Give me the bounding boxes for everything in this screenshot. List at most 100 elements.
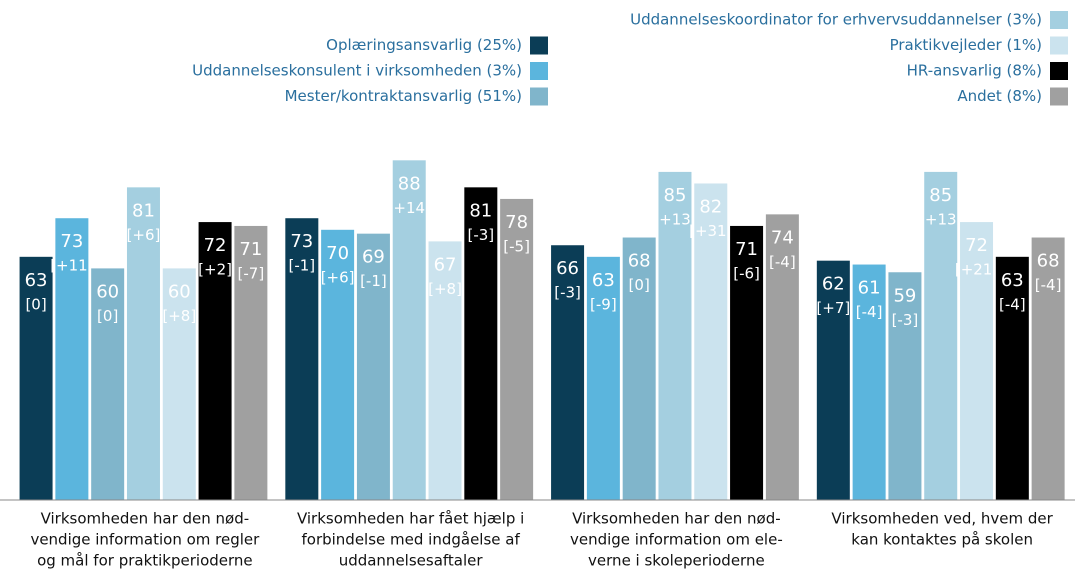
change-label: [-3] (892, 311, 919, 329)
change-label: [-3] (467, 226, 494, 244)
bar (658, 171, 692, 500)
legend-label: Uddannelseskonsulent i virksomheden (3%) (192, 62, 522, 80)
legend-label: HR-ansvarlig (8%) (907, 62, 1042, 80)
bar (91, 268, 125, 500)
change-label: [-7] (238, 264, 265, 282)
value-label: 82 (699, 196, 722, 217)
value-label: 73 (60, 231, 83, 252)
bar (464, 187, 498, 500)
value-label: 73 (290, 231, 313, 252)
change-label: [-3] (554, 284, 581, 302)
bar (816, 260, 850, 500)
change-label: [+8] (162, 307, 196, 325)
legend-label: Uddannelseskoordinator for erhvervsuddan… (630, 11, 1042, 29)
x-tick-label: kan kontaktes på skolen (851, 531, 1033, 549)
bar (19, 256, 53, 500)
change-label: [+13] (653, 210, 696, 228)
value-label: 74 (771, 227, 794, 248)
value-label: 85 (664, 185, 687, 206)
value-label: 59 (893, 285, 916, 306)
value-label: 62 (822, 274, 845, 295)
value-label: 60 (96, 281, 119, 302)
value-label: 63 (25, 270, 48, 291)
change-label: [+2] (198, 261, 232, 279)
change-label: [-1] (360, 272, 387, 290)
change-label: [0] (629, 276, 650, 294)
value-label: 66 (556, 258, 579, 279)
bar (234, 225, 268, 500)
change-label: [+6] (127, 226, 161, 244)
value-label: 81 (469, 200, 492, 221)
bar (1031, 237, 1065, 500)
change-label: [+8] (428, 280, 462, 298)
value-label: 60 (168, 281, 191, 302)
change-label: [+7] (816, 299, 850, 317)
x-tick-label: Virksomheden ved, hvem der (831, 510, 1053, 528)
legend-label: Oplæringsansvarlig (25%) (326, 36, 522, 54)
change-label: [+31] (689, 222, 732, 240)
x-tick-label: vendige information om regler (30, 531, 260, 549)
value-label: 63 (592, 270, 615, 291)
value-label: 71 (239, 239, 262, 260)
value-label: 67 (434, 254, 457, 275)
change-label: [-5] (503, 237, 530, 255)
legend-label: Andet (8%) (957, 87, 1042, 105)
x-tick-label: Virksomheden har den nød- (41, 510, 250, 528)
value-label: 68 (628, 251, 651, 272)
bar (198, 222, 232, 500)
value-label: 61 (858, 278, 881, 299)
value-label: 69 (362, 247, 385, 268)
bar (924, 171, 958, 500)
legend-swatch (530, 87, 548, 106)
bar (888, 272, 922, 500)
bar (285, 218, 319, 500)
change-label: [+11] (50, 257, 93, 275)
bar (500, 198, 534, 501)
x-tick-label: forbindelse med indgåelse af (301, 531, 520, 549)
bar (622, 237, 656, 500)
value-label: 72 (204, 235, 227, 256)
legend-swatch (1050, 87, 1068, 106)
value-label: 72 (965, 235, 988, 256)
value-label: 88 (398, 173, 421, 194)
change-label: [0] (97, 307, 118, 325)
bar (960, 222, 994, 500)
change-label: [+21] (955, 261, 998, 279)
legend-label: Praktikvejleder (1%) (890, 36, 1042, 54)
bar (730, 225, 764, 500)
legend-swatch (1050, 62, 1068, 80)
change-label: [+6] (321, 268, 355, 286)
bar (694, 183, 728, 501)
change-label: [-4] (999, 295, 1026, 313)
x-tick-label: og mål for praktikperioderne (37, 552, 253, 570)
change-label: [-6] (733, 264, 760, 282)
bar (586, 256, 620, 500)
value-label: 63 (1001, 270, 1024, 291)
x-tick-label: uddannelsesaftaler (339, 552, 484, 570)
bar (356, 233, 390, 500)
value-label: 71 (735, 239, 758, 260)
change-label: [+13] (919, 210, 962, 228)
change-label: [0] (25, 295, 46, 313)
bar (551, 245, 585, 500)
change-label: [+14] (388, 199, 431, 217)
value-label: 70 (326, 243, 349, 264)
change-label: [-1] (288, 257, 315, 275)
value-label: 78 (505, 212, 528, 233)
x-tick-label: Virksomheden har den nød- (572, 510, 781, 528)
bar (126, 187, 160, 500)
value-label: 85 (929, 185, 952, 206)
legend-swatch (1050, 36, 1068, 55)
bar (162, 268, 196, 500)
legend-swatch (530, 36, 548, 55)
bar (995, 256, 1029, 500)
value-label: 68 (1037, 251, 1060, 272)
bar (428, 241, 462, 500)
legend-swatch (530, 62, 548, 80)
bar (392, 160, 426, 500)
change-label: [-4] (1035, 276, 1062, 294)
bar (55, 218, 89, 500)
legend-label: Mester/kontraktansvarlig (51%) (285, 87, 522, 105)
change-label: [-4] (856, 303, 883, 321)
